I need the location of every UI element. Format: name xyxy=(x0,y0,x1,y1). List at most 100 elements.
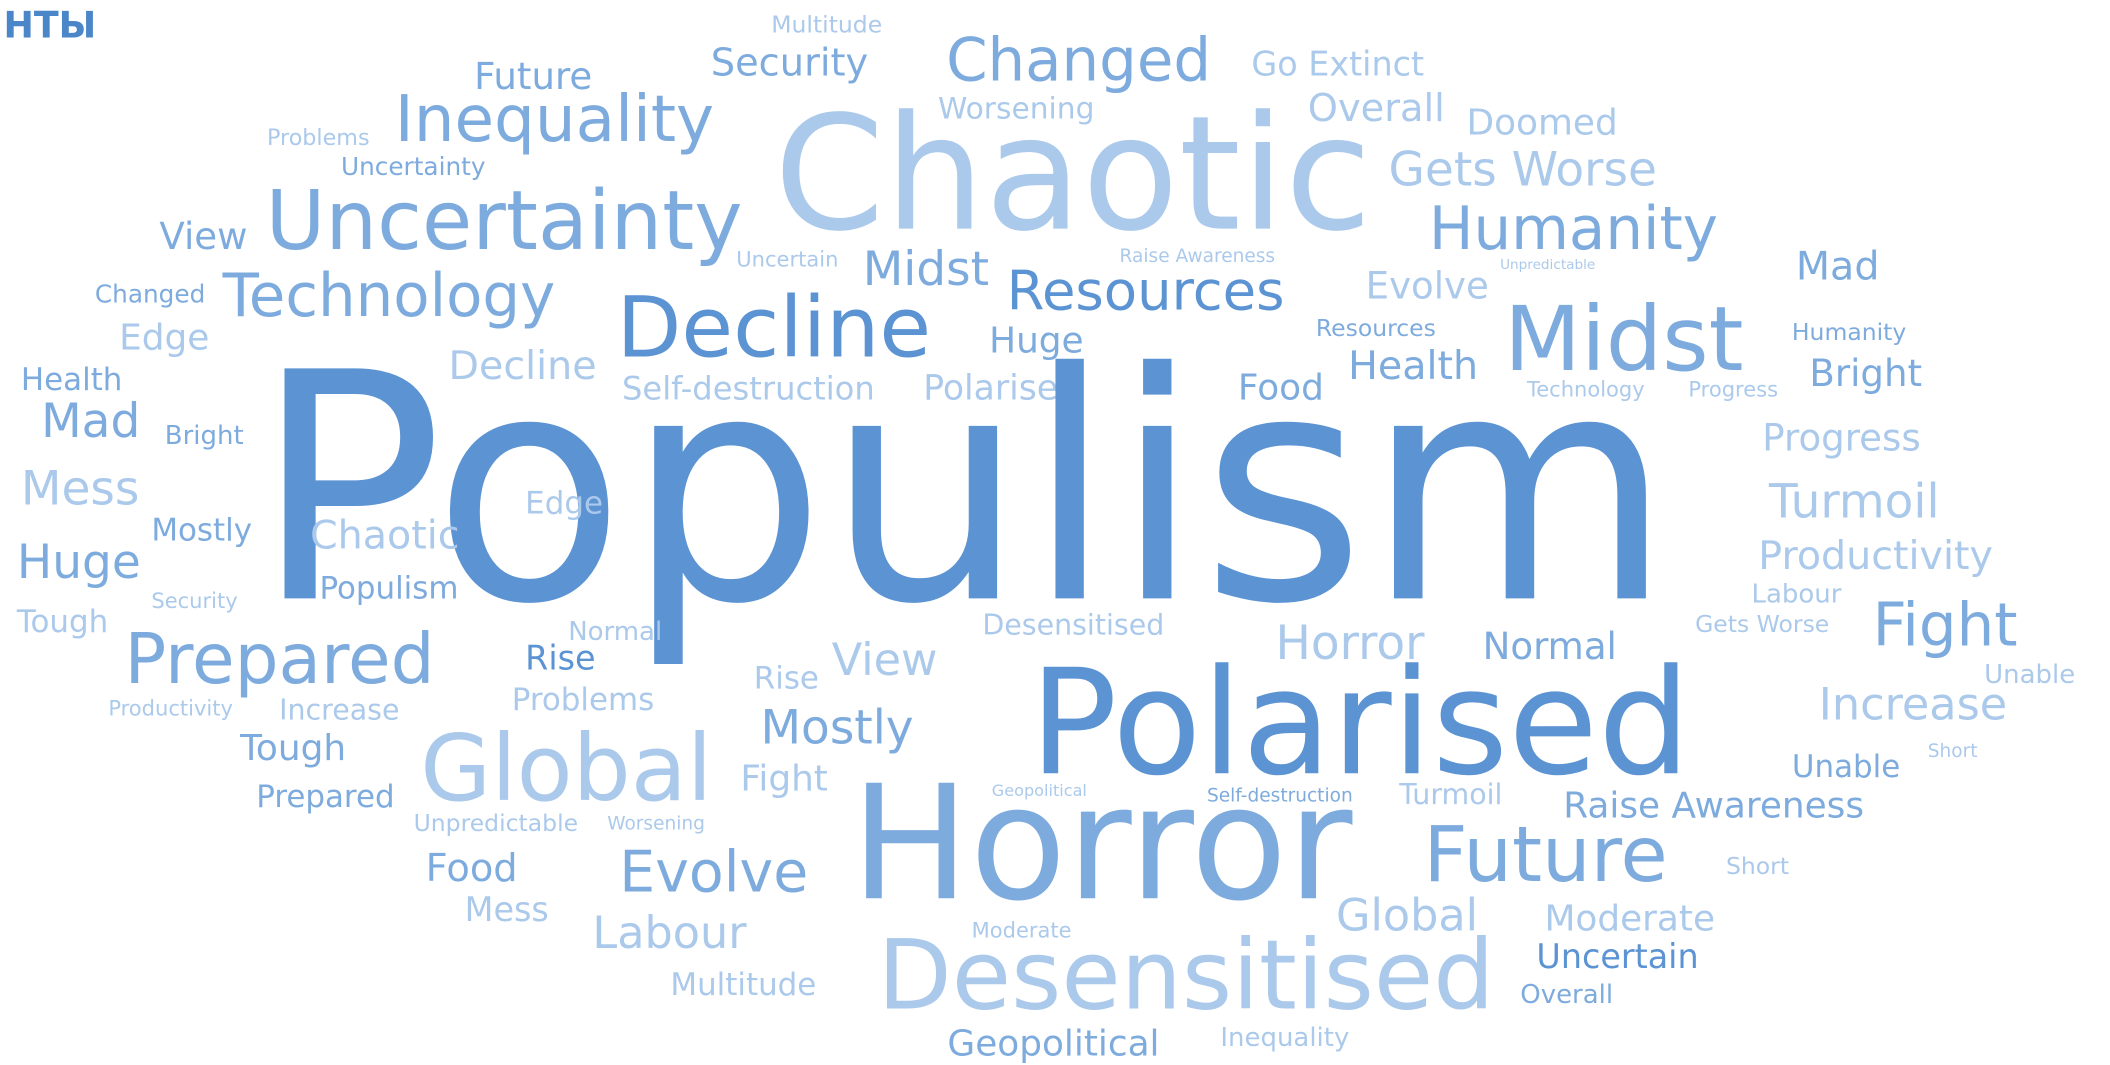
word: Inequality xyxy=(395,82,714,157)
word: Populism xyxy=(319,570,458,606)
word: Uncertain xyxy=(736,246,838,271)
word: Rise xyxy=(754,660,819,696)
word: Unpredictable xyxy=(1500,257,1595,273)
word: Tough xyxy=(239,728,346,769)
word: Prepared xyxy=(256,779,394,815)
word: Uncertainty xyxy=(266,174,743,269)
word: Geopolitical xyxy=(947,1024,1159,1065)
word: Labour xyxy=(1752,579,1842,609)
word: Moderate xyxy=(972,917,1072,942)
word: Gets Worse xyxy=(1388,143,1656,198)
word: Tough xyxy=(16,604,108,640)
word: Security xyxy=(151,588,237,613)
word: Food xyxy=(1238,367,1324,408)
word: Humanity xyxy=(1429,195,1718,264)
word: Productivity xyxy=(1758,533,1993,579)
word: Evolve xyxy=(1366,265,1489,308)
word: Moderate xyxy=(1544,899,1715,940)
word: Go Extinct xyxy=(1251,44,1424,83)
word: Technology xyxy=(1526,377,1645,402)
word: Problems xyxy=(512,682,654,718)
word: Progress xyxy=(1762,416,1920,459)
word: Bright xyxy=(165,421,244,451)
word: Chaotic xyxy=(310,513,459,559)
word: Short xyxy=(1726,852,1789,880)
word: Raise Awareness xyxy=(1563,786,1864,827)
word: Worsening xyxy=(938,91,1094,126)
word: Uncertain xyxy=(1536,937,1698,976)
word: Edge xyxy=(119,318,209,359)
word: Huge xyxy=(989,320,1084,361)
word: Evolve xyxy=(619,840,808,906)
word: Gets Worse xyxy=(1695,610,1829,638)
word: Prepared xyxy=(124,620,434,700)
word: Unable xyxy=(1984,660,2075,690)
word: Midst xyxy=(863,242,989,297)
word: Problems xyxy=(267,125,370,151)
word: Humanity xyxy=(1792,318,1906,346)
word: Turmoil xyxy=(1768,475,1940,530)
word: Productivity xyxy=(108,695,233,720)
word: Multitude xyxy=(670,967,816,1003)
word: Health xyxy=(21,362,123,398)
word: Self-destruction xyxy=(622,369,875,407)
word: Future xyxy=(474,55,592,98)
word: Self-destruction xyxy=(1207,785,1353,806)
word: Chaotic xyxy=(774,83,1372,267)
word: Increase xyxy=(1819,678,2007,730)
word: Normal xyxy=(568,617,662,647)
word: Doomed xyxy=(1466,102,1617,143)
word: Mad xyxy=(1796,244,1880,290)
word: Mostly xyxy=(761,701,914,756)
word: Multitude xyxy=(771,10,882,38)
word: Global xyxy=(1336,890,1478,942)
word: Changed xyxy=(946,27,1211,96)
word: Labour xyxy=(592,907,747,959)
word: Huge xyxy=(17,535,141,590)
word: Worsening xyxy=(607,814,705,835)
word: Midst xyxy=(1504,288,1743,392)
word: Edge xyxy=(525,486,603,522)
word: Bright xyxy=(1809,352,1922,395)
word: Mess xyxy=(465,890,549,929)
word: Technology xyxy=(222,262,556,331)
word: Resources xyxy=(1007,258,1285,322)
word: Global xyxy=(420,715,712,822)
word: Decline xyxy=(449,343,597,389)
header-title: НТЫ xyxy=(3,4,96,47)
word: Decline xyxy=(617,278,932,376)
word: Increase xyxy=(279,693,399,726)
word: Polarised xyxy=(1029,638,1690,808)
word: Normal xyxy=(1483,625,1617,668)
word: Mess xyxy=(21,461,139,516)
word: Health xyxy=(1348,343,1478,389)
word: Mad xyxy=(41,394,140,449)
word: Rise xyxy=(525,639,595,678)
word: View xyxy=(159,215,247,258)
word: Polarised xyxy=(923,368,1080,408)
word: Raise Awareness xyxy=(1120,246,1276,267)
word: Turmoil xyxy=(1398,778,1502,811)
word: Future xyxy=(1423,811,1667,900)
word: Mostly xyxy=(151,513,252,549)
word: Horror xyxy=(1276,616,1426,671)
word: Fight xyxy=(740,759,828,800)
word: Uncertainty xyxy=(341,152,486,181)
word: Horror xyxy=(851,752,1354,936)
word: Populism xyxy=(254,306,1673,673)
word: Geopolitical xyxy=(992,781,1087,800)
word: View xyxy=(832,634,938,686)
word: Fight xyxy=(1873,591,2018,660)
word: Food xyxy=(426,846,518,891)
word: Inequality xyxy=(1220,1023,1349,1053)
word: Unable xyxy=(1792,749,1900,785)
word: Unpredictable xyxy=(414,809,578,837)
word: Changed xyxy=(95,280,205,309)
word: Overall xyxy=(1520,980,1613,1010)
word: Overall xyxy=(1308,86,1445,131)
word: Resources xyxy=(1316,314,1436,342)
word: Desensitised xyxy=(878,919,1495,1032)
word: Desensitised xyxy=(982,609,1164,642)
